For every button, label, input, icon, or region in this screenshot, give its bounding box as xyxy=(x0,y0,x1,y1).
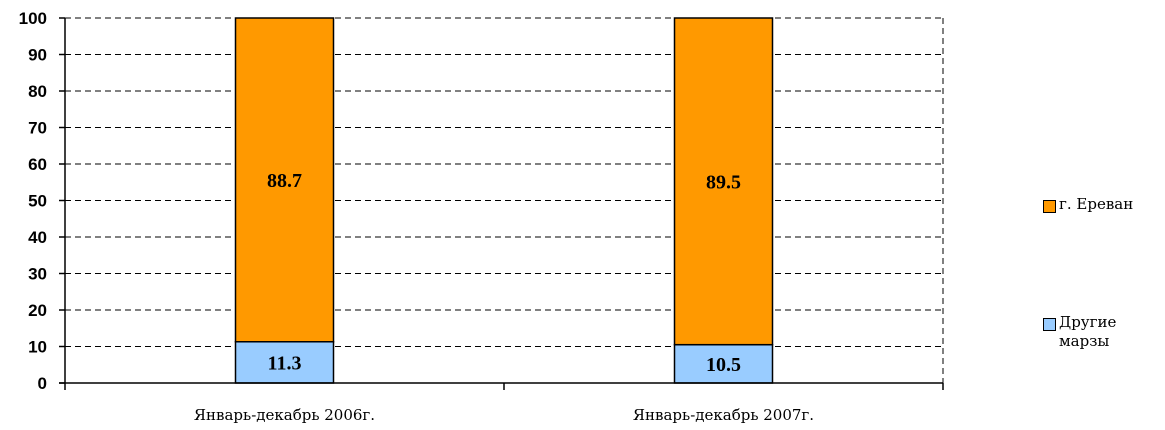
y-tick-label: 90 xyxy=(28,46,47,65)
y-tick-label: 0 xyxy=(38,374,47,393)
legend-swatch-yerevan xyxy=(1043,200,1056,213)
y-tick-label: 80 xyxy=(28,82,47,101)
y-tick-labels: 0 10 20 30 40 50 60 70 80 90 100 xyxy=(19,9,47,393)
bar-segment xyxy=(234,17,335,343)
bar-segment xyxy=(673,17,774,346)
legend-label-other-marzes: Другие марзы xyxy=(1059,313,1117,350)
data-label: 88.7 xyxy=(267,170,302,192)
bar-segment xyxy=(673,343,774,384)
y-tick-label: 70 xyxy=(28,119,47,138)
y-tick-label: 60 xyxy=(28,155,47,174)
data-label: 89.5 xyxy=(706,171,741,193)
bars xyxy=(234,17,774,384)
data-label: 11.3 xyxy=(268,352,302,374)
bar-segment xyxy=(234,341,335,384)
x-category-labels: Январь-декабрь 2006г. Январь-декабрь 2007… xyxy=(194,406,814,424)
y-tick-label: 100 xyxy=(19,9,47,28)
y-tick-label: 20 xyxy=(28,301,47,320)
y-tick-label: 50 xyxy=(28,192,47,211)
legend-swatch-other-marzes xyxy=(1043,318,1056,331)
axes xyxy=(59,17,944,390)
y-tick-label: 40 xyxy=(28,228,47,247)
x-category-label: Январь-декабрь 2007г. xyxy=(633,406,814,424)
y-tick-label: 30 xyxy=(28,265,47,284)
legend-label-yerevan: г. Ереван xyxy=(1059,195,1134,213)
legend-item-yerevan: г. Ереван xyxy=(1043,195,1159,214)
data-label: 10.5 xyxy=(706,354,741,376)
gridlines xyxy=(65,17,944,383)
x-category-label: Январь-декабрь 2006г. xyxy=(194,406,375,424)
y-tick-label: 10 xyxy=(28,338,47,357)
legend-item-other-marzes: Другие марзы xyxy=(1043,313,1159,351)
data-labels: 11.3 88.7 10.5 89.5 xyxy=(267,170,741,376)
